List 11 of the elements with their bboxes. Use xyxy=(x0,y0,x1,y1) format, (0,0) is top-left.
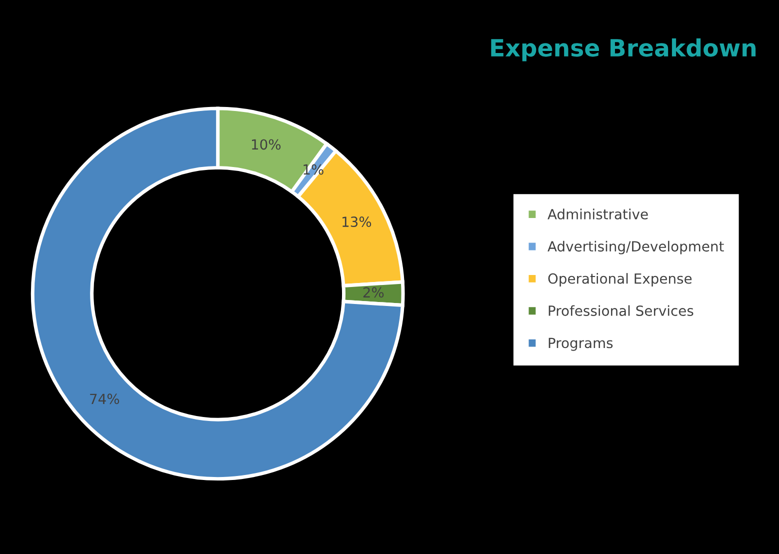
data-label: 2% xyxy=(363,287,384,298)
legend-label: Programs xyxy=(548,338,613,351)
data-label: 10% xyxy=(252,139,281,150)
chart-title: Expense Breakdown xyxy=(491,38,756,62)
legend-label: Operational Expense xyxy=(548,273,692,286)
legend-label: Administrative xyxy=(548,208,648,220)
legend-label: Advertising/Development xyxy=(548,240,724,254)
data-label: 13% xyxy=(342,216,372,228)
donut-slice xyxy=(30,106,404,481)
legend-label: Professional Services xyxy=(548,305,694,316)
data-label: 74% xyxy=(90,394,120,404)
